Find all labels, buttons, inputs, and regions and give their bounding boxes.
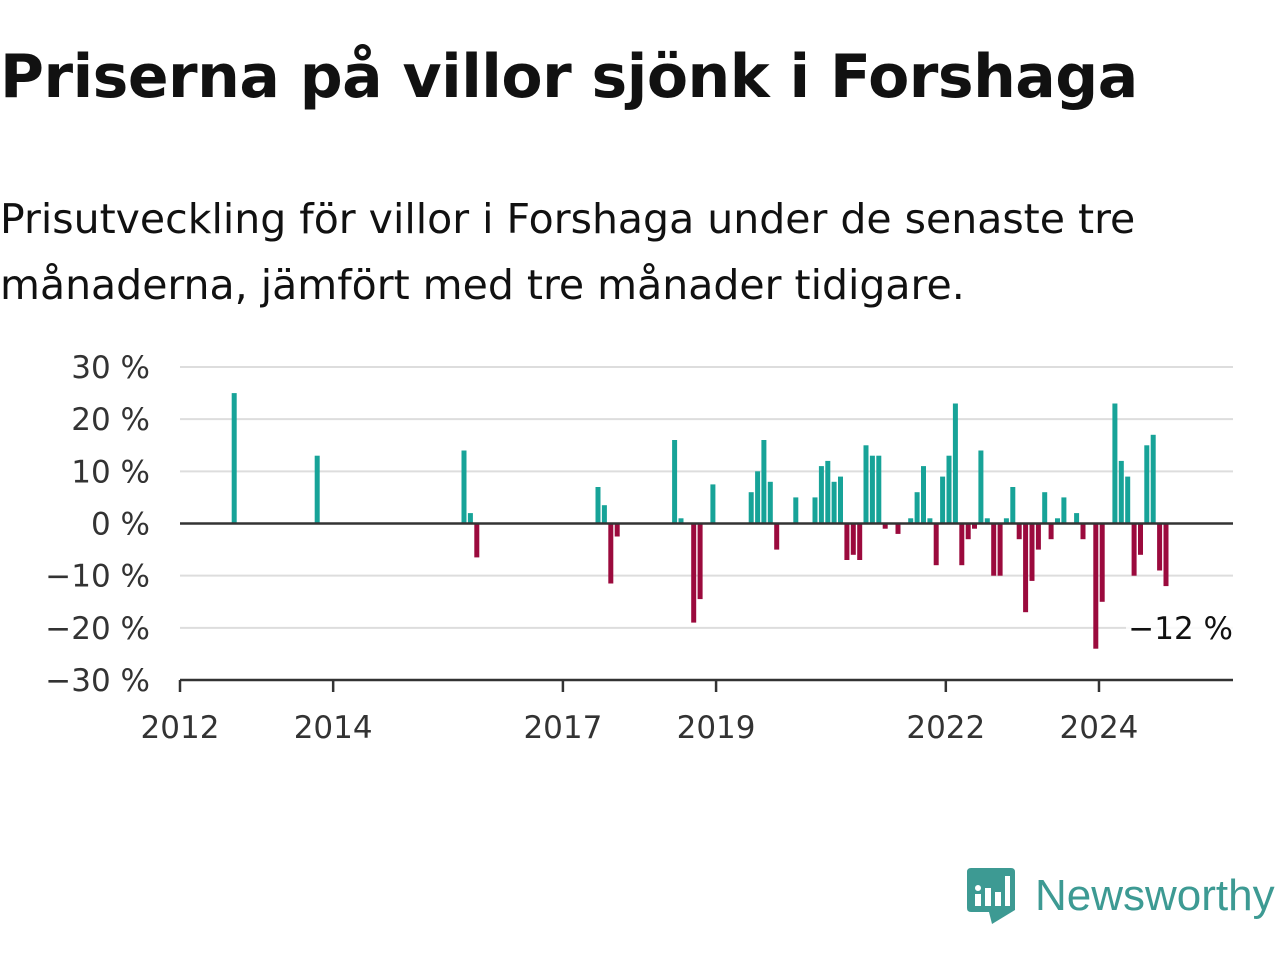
newsworthy-logo-icon <box>967 868 1015 924</box>
bar <box>314 455 320 524</box>
annotation-halo <box>1126 601 1236 640</box>
y-axis-ticks: 30 % 20 % 10 % 0 % −10 % −20 % −30 % <box>45 350 150 699</box>
bar <box>844 523 850 560</box>
bar <box>1150 434 1156 524</box>
bar <box>678 518 684 524</box>
bar <box>952 403 958 524</box>
brand-name: Newsworthy <box>1035 871 1275 920</box>
bar <box>608 523 614 584</box>
bar <box>1061 497 1067 524</box>
last-value-annotation: −12 % <box>1126 601 1236 647</box>
bars <box>231 393 1169 649</box>
bar <box>1080 523 1086 540</box>
bar <box>1112 403 1118 524</box>
bar <box>978 450 984 524</box>
bar <box>755 471 761 524</box>
bar <box>672 440 678 524</box>
bar <box>1131 523 1137 576</box>
bar <box>614 523 620 537</box>
bar <box>972 523 977 529</box>
bar <box>793 497 799 524</box>
x-tick-label: 2024 <box>1060 710 1139 746</box>
y-tick-label: 30 % <box>71 350 150 386</box>
bar <box>914 492 920 524</box>
bar <box>965 523 971 540</box>
newsworthy-brand: Newsworthy <box>965 866 1275 926</box>
bar <box>946 455 952 524</box>
bar-chart: 30 %20 %10 %0 %−10 %−20 %−30 % 2012 2014 2… <box>45 350 1236 746</box>
bar <box>1010 487 1016 524</box>
bar <box>1138 523 1143 555</box>
bar <box>761 440 767 524</box>
x-tick-label: 2017 <box>523 710 602 746</box>
bar <box>697 523 703 600</box>
bar <box>921 466 926 524</box>
bar <box>895 523 901 534</box>
bar <box>710 484 716 524</box>
x-tick-label: 2022 <box>906 710 985 746</box>
bar <box>876 455 882 524</box>
y-tick-label: 10 % <box>71 454 150 490</box>
chart-title: Priserna på villor sjönk i Forshaga <box>0 42 1138 112</box>
x-tick-label: 2019 <box>677 710 756 746</box>
x-tick-label: 2012 <box>141 710 220 746</box>
bar <box>767 481 773 524</box>
chart-subtitle: Prisutveckling för villor i Forshaga und… <box>0 195 1136 309</box>
bar <box>601 505 607 524</box>
bar <box>850 523 856 555</box>
bar <box>231 393 237 524</box>
bar <box>1042 492 1048 524</box>
bar <box>984 518 990 524</box>
bar <box>1144 445 1150 524</box>
bar <box>1074 513 1080 524</box>
bar <box>825 460 831 524</box>
y-tick-label: 20 % <box>71 402 150 438</box>
bar <box>691 523 697 623</box>
bar <box>882 523 888 529</box>
bar <box>1048 523 1054 540</box>
bar <box>1016 523 1022 540</box>
bar <box>1055 518 1060 524</box>
bar <box>1029 523 1035 581</box>
bar <box>940 476 946 524</box>
bar <box>997 523 1003 576</box>
grid-lines <box>180 366 1233 629</box>
bar <box>831 481 837 524</box>
bar <box>474 523 480 558</box>
bar <box>863 445 869 524</box>
bar <box>857 523 863 560</box>
bar <box>838 476 843 524</box>
bar <box>933 523 939 566</box>
bar <box>959 523 965 566</box>
bar <box>774 523 780 550</box>
bar <box>467 513 473 524</box>
bar <box>1163 523 1169 587</box>
bar <box>595 487 601 524</box>
bar <box>1125 476 1131 524</box>
bar <box>869 455 875 524</box>
annotation-label: −12 % <box>1128 611 1233 647</box>
bar <box>812 497 818 524</box>
x-tick-label: 2014 <box>294 710 373 746</box>
bar <box>991 523 997 576</box>
bar <box>748 492 754 524</box>
y-tick-label: −30 % <box>45 663 150 699</box>
bar <box>1157 523 1163 571</box>
bar <box>908 518 914 524</box>
bar <box>1023 523 1029 613</box>
y-tick-label: −10 % <box>45 559 150 595</box>
bar <box>1118 460 1124 524</box>
bar <box>818 466 824 524</box>
bar <box>1003 518 1009 524</box>
bar <box>1035 523 1041 550</box>
bar <box>927 518 933 524</box>
bar <box>1099 523 1105 602</box>
x-axis: 2012 2014 2017 2019 2022 2024 <box>141 678 1233 746</box>
bar <box>461 450 467 524</box>
bar <box>1093 523 1099 649</box>
y-tick-label: 0 % <box>91 507 150 543</box>
y-tick-label: −20 % <box>45 611 150 647</box>
